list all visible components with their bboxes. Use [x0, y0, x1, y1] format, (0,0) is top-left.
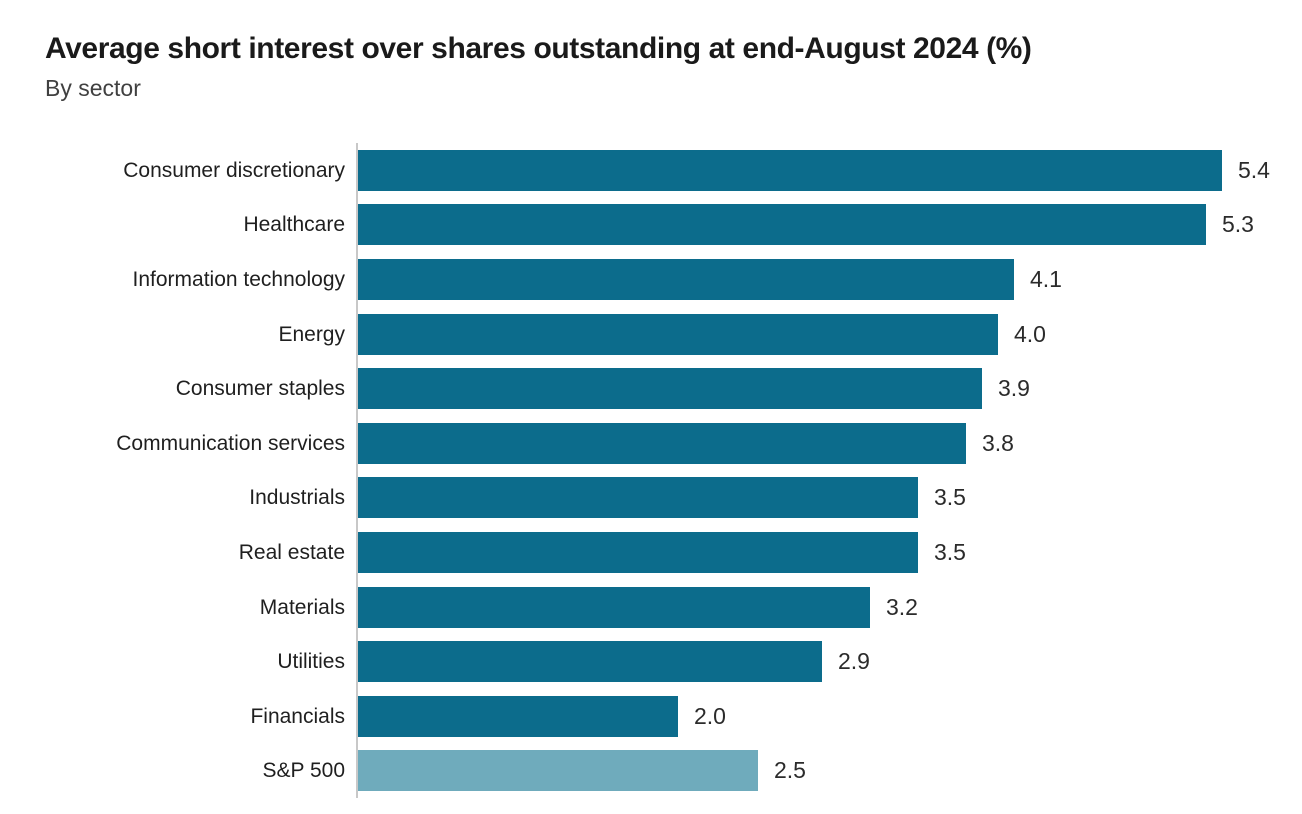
bar-track: 3.5 [356, 470, 1302, 526]
bar-track: 2.0 [356, 688, 1302, 744]
bar-track: 3.9 [356, 361, 1302, 416]
chart-row-energy: Energy 4.0 [45, 306, 1302, 362]
value-label-utilities: 2.9 [838, 648, 870, 675]
value-label-information-technology: 4.1 [1030, 265, 1062, 292]
category-label-healthcare: Healthcare [243, 213, 345, 237]
category-label-materials: Materials [259, 595, 345, 619]
value-label-industrials: 3.5 [934, 484, 966, 511]
chart-title: Average short interest over shares outst… [45, 32, 1032, 65]
chart-rows: Consumer discretionary 5.4 Healthcare 5.3 In… [45, 143, 1302, 799]
value-label-communication-services: 3.8 [982, 429, 1014, 456]
value-label-healthcare: 5.3 [1222, 211, 1254, 238]
chart-row-s-p-500: S&P 500 2.5 [45, 743, 1302, 799]
category-label-industrials: Industrials [249, 486, 345, 510]
bar-track: 4.0 [356, 306, 1302, 362]
bar-s-p-500 [358, 750, 758, 792]
bar-chart: Consumer discretionary 5.4 Healthcare 5.3 In… [45, 143, 1302, 799]
bar-industrials [358, 477, 918, 519]
value-label-financials: 2.0 [694, 702, 726, 729]
bar-track: 3.2 [356, 579, 1302, 635]
category-label-real-estate: Real estate [238, 540, 345, 564]
bar-track: 2.5 [356, 743, 1302, 799]
value-label-consumer-discretionary: 5.4 [1238, 156, 1270, 183]
bar-materials [358, 586, 870, 628]
bar-financials [358, 695, 678, 737]
chart-row-consumer-discretionary: Consumer discretionary 5.4 [45, 143, 1302, 198]
bar-track: 2.9 [356, 634, 1302, 689]
chart-row-real-estate: Real estate 3.5 [45, 525, 1302, 580]
chart-row-industrials: Industrials 3.5 [45, 470, 1302, 526]
category-label-s-p-500: S&P 500 [262, 759, 345, 783]
bar-consumer-staples [358, 368, 982, 410]
category-label-utilities: Utilities [277, 650, 345, 674]
chart-row-information-technology: Information technology 4.1 [45, 252, 1302, 307]
chart-row-financials: Financials 2.0 [45, 688, 1302, 744]
value-label-real-estate: 3.5 [934, 538, 966, 565]
value-label-energy: 4.0 [1014, 320, 1046, 347]
bar-consumer-discretionary [358, 149, 1222, 191]
bar-information-technology [358, 258, 1014, 300]
chart-row-healthcare: Healthcare 5.3 [45, 197, 1302, 253]
chart-row-utilities: Utilities 2.9 [45, 634, 1302, 689]
category-label-consumer-staples: Consumer staples [175, 377, 345, 401]
value-label-materials: 3.2 [886, 593, 918, 620]
value-label-consumer-staples: 3.9 [998, 375, 1030, 402]
bar-track: 5.3 [356, 197, 1302, 253]
bar-real-estate [358, 531, 918, 573]
bar-healthcare [358, 204, 1206, 246]
chart-row-consumer-staples: Consumer staples 3.9 [45, 361, 1302, 416]
category-label-communication-services: Communication services [116, 431, 345, 455]
bar-utilities [358, 641, 822, 683]
bar-communication-services [358, 422, 966, 464]
bar-track: 3.8 [356, 415, 1302, 471]
chart-row-communication-services: Communication services 3.8 [45, 415, 1302, 471]
chart-row-materials: Materials 3.2 [45, 579, 1302, 635]
value-label-s-p-500: 2.5 [774, 757, 806, 784]
category-label-financials: Financials [250, 704, 345, 728]
bar-track: 5.4 [356, 143, 1302, 198]
bar-energy [358, 313, 998, 355]
category-label-consumer-discretionary: Consumer discretionary [123, 158, 345, 182]
bar-track: 3.5 [356, 525, 1302, 580]
bar-track: 4.1 [356, 252, 1302, 307]
chart-subtitle: By sector [45, 75, 141, 101]
category-label-information-technology: Information technology [132, 267, 345, 291]
category-label-energy: Energy [278, 322, 345, 346]
